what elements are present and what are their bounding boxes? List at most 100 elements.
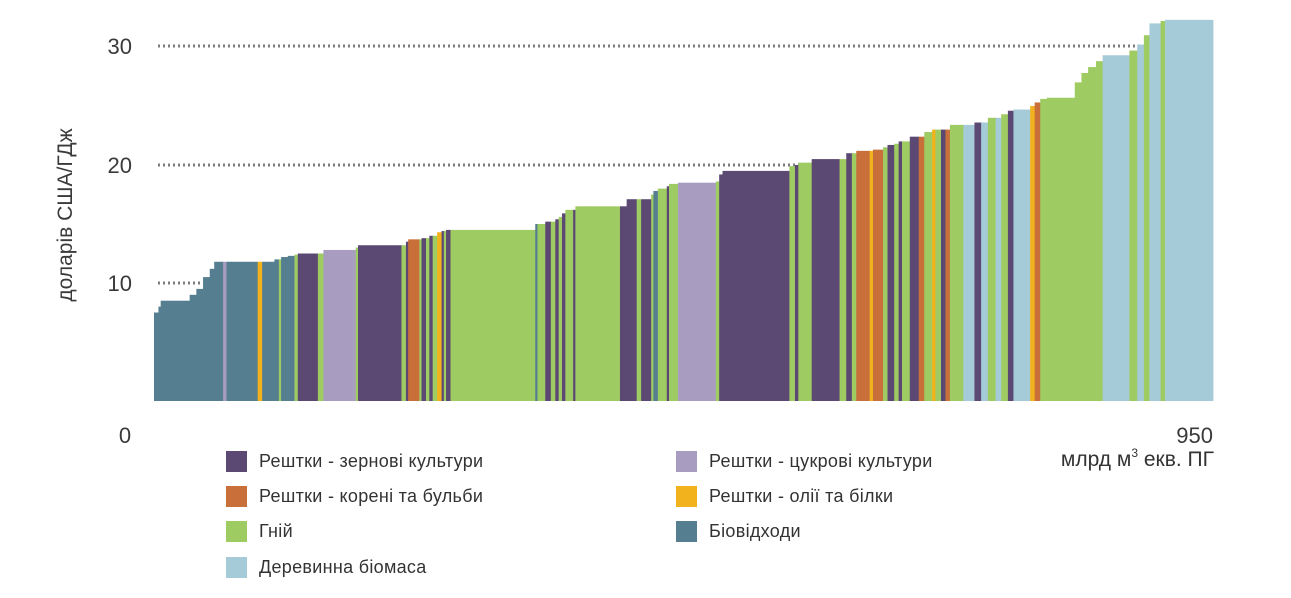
x-axis-label-suffix: екв. ПГ	[1138, 448, 1214, 471]
bar-grain-45	[573, 209, 576, 401]
bar-grain-41	[555, 219, 560, 401]
bar-grain-22	[358, 245, 402, 401]
bar-manure-21	[355, 247, 359, 401]
bar-manure-44	[565, 209, 574, 401]
bar-manure-23	[401, 245, 407, 401]
bar-grain-74	[898, 141, 903, 401]
legend-swatch-waste	[676, 520, 697, 542]
legend-item-sugar: Рештки - цукрові культури	[676, 448, 933, 474]
bar-grain-85	[974, 122, 982, 402]
bar-manure-94	[1040, 98, 1048, 402]
x-axis-label-prefix: млрд м	[1060, 448, 1132, 471]
bar-sugar-20	[323, 249, 357, 401]
bar-manure-30	[432, 235, 438, 401]
bar-waste-16	[287, 255, 295, 401]
bar-manure-47	[586, 206, 621, 401]
bar-manure-26	[419, 239, 422, 401]
x-tick-0: 0	[119, 423, 131, 448]
y-axis-ticks: 10 20 30	[108, 34, 132, 296]
legend-swatch-oil	[676, 485, 697, 507]
legend-swatch-manure	[226, 520, 247, 542]
bar-manure-17	[294, 254, 299, 401]
legend-label-grain: Рештки - зернові культури	[259, 450, 484, 471]
bar-grain-27	[421, 238, 427, 401]
bar-waste-15	[281, 257, 289, 401]
bar-wood-91	[1013, 109, 1031, 401]
bar-manure-97	[1081, 72, 1089, 402]
bar-manure-103	[1143, 35, 1150, 401]
x-tick-950: 950	[1176, 423, 1213, 448]
bar-roots-70	[873, 149, 884, 401]
bar-waste-2	[160, 300, 164, 401]
bar-manure-105	[1160, 21, 1166, 401]
bar-manure-63	[798, 162, 813, 401]
legend-label-waste: Біовідходи	[709, 520, 801, 541]
bar-grain-66	[846, 153, 853, 401]
legend-item-roots: Рештки - корені та бульби	[226, 483, 483, 509]
bar-grain-34	[446, 229, 451, 401]
bar-manure-98	[1088, 67, 1097, 401]
bar-manure-80	[935, 129, 942, 401]
legend-label-wood: Деревинна біомаса	[259, 556, 427, 577]
bar-grain-62	[794, 165, 799, 401]
bar-manure-65	[839, 159, 847, 401]
bar-grain-18	[297, 253, 319, 401]
legend-label-oil: Рештки - олії та білки	[709, 485, 894, 506]
bar-manure-19	[317, 253, 324, 401]
bar-oil-31	[437, 232, 442, 401]
bar-waste-3	[162, 300, 191, 401]
legend-label-sugar: Рештки - цукрові культури	[709, 450, 933, 471]
bar-manure-42	[558, 216, 563, 401]
bar-grain-51	[641, 199, 652, 401]
bar-manure-87	[987, 117, 997, 402]
legend-item-waste: Біовідходи	[676, 518, 801, 544]
bar-wood-84	[963, 124, 975, 401]
bar-manure-71	[883, 147, 888, 401]
bar-grain-59	[719, 174, 723, 401]
bar-manure-67	[851, 153, 857, 401]
bar-grain-72	[887, 144, 895, 401]
bar-wood-88	[995, 117, 1002, 402]
bar-manure-33	[443, 231, 447, 401]
bar-roots-25	[408, 239, 420, 401]
bar-manure-46	[575, 206, 587, 401]
bar-oil-92	[1030, 106, 1036, 401]
bar-grain-55	[666, 186, 670, 401]
bar-oil-11	[257, 261, 263, 401]
bar-waste-53	[653, 190, 659, 401]
bar-manure-99	[1095, 61, 1104, 401]
bar-grain-76	[909, 136, 920, 401]
bar-waste-7	[209, 268, 215, 401]
x-axis-ticks: 0 950	[119, 423, 1213, 448]
bar-waste-37	[535, 224, 538, 401]
bar-roots-68	[856, 150, 871, 401]
bar-manure-56	[669, 183, 679, 401]
bar-grain-24	[405, 241, 409, 401]
bar-grain-39	[545, 221, 552, 401]
bar-grain-32	[441, 231, 445, 401]
bar-manure-83	[949, 124, 964, 401]
bar-waste-13	[274, 259, 280, 401]
bar-manure-28	[426, 238, 430, 401]
bar-wood-106	[1165, 19, 1214, 402]
bar-oil-69	[869, 150, 874, 401]
bar-manure-36	[466, 229, 536, 401]
bar-manure-52	[651, 194, 654, 401]
bar-manure-40	[550, 221, 556, 401]
bar-manure-50	[636, 199, 642, 401]
y-tick-30: 30	[108, 34, 132, 59]
bar-waste-8	[214, 261, 224, 401]
bar-grain-48	[619, 206, 628, 401]
bar-manure-38	[537, 224, 546, 401]
bar-wood-104	[1149, 23, 1162, 402]
legend-item-wood: Деревинна біомаса	[226, 554, 427, 580]
bar-grain-29	[429, 235, 434, 401]
bar-sugar-57	[677, 182, 717, 401]
bar-waste-0	[154, 312, 159, 401]
bar-manure-54	[657, 188, 668, 401]
bar-waste-1	[158, 306, 162, 401]
bar-sugar-9	[223, 261, 227, 401]
bar-manure-35	[450, 229, 467, 401]
bar-waste-5	[196, 288, 204, 401]
